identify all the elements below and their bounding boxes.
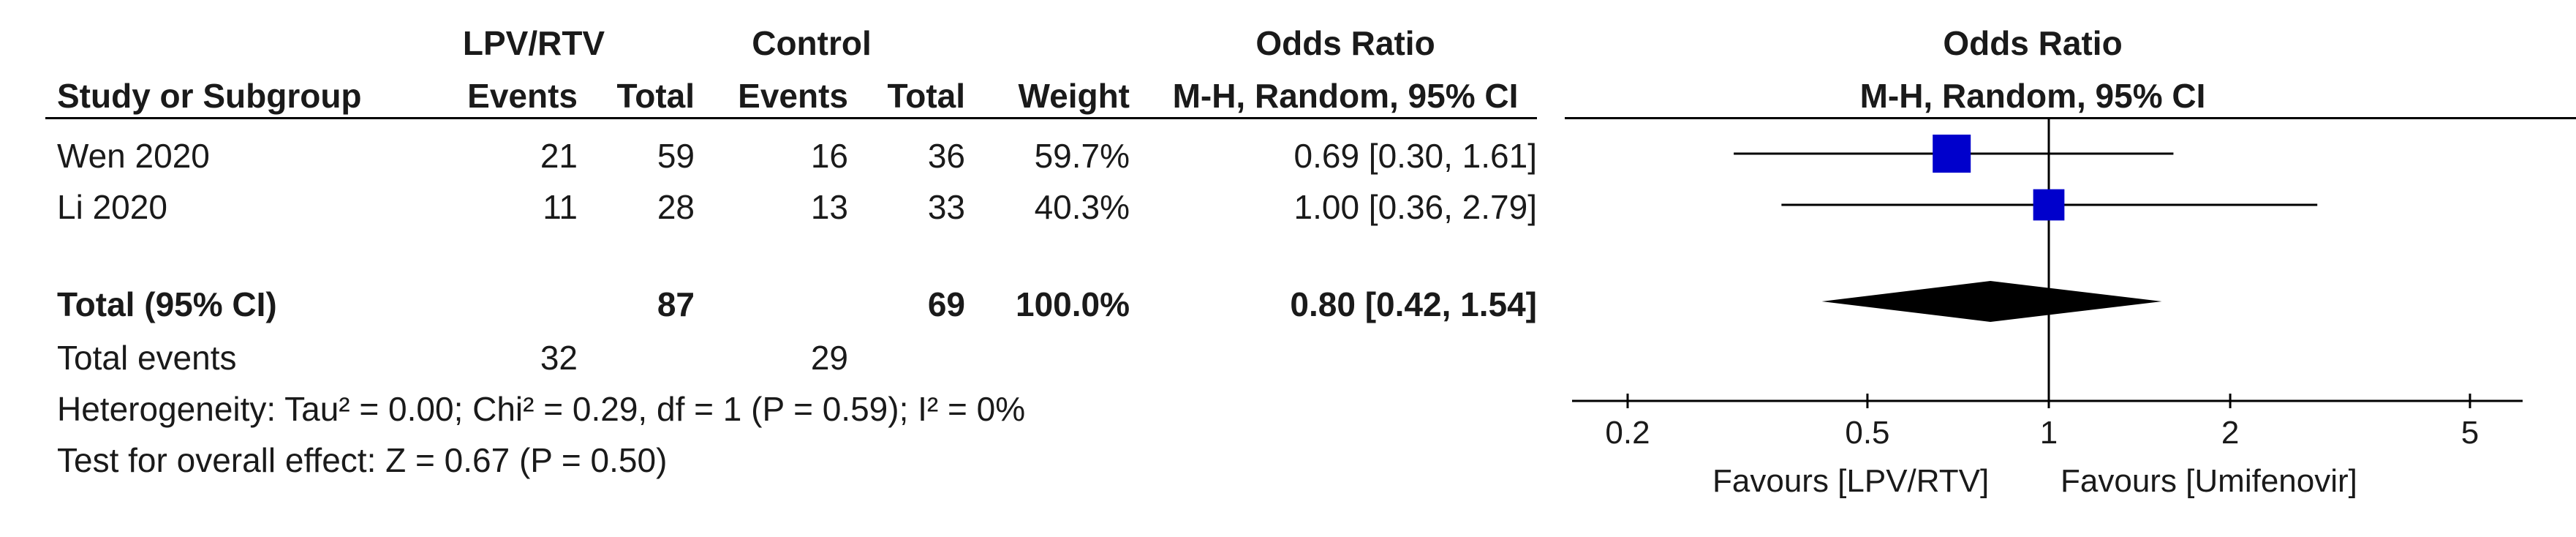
ctrl-events-value: 16 (810, 137, 848, 175)
ctrl-total-header: Total (887, 77, 965, 115)
study-marker (2033, 189, 2065, 221)
group-header-exp: LPV/RTV (462, 24, 605, 62)
x-axis-tick-label: 5 (2461, 415, 2479, 451)
plot-header-sub: M-H, Random, 95% CI (1859, 77, 2206, 115)
exp-total-value: 59 (657, 137, 695, 175)
x-axis-tick-label: 2 (2221, 415, 2239, 451)
ctrl-events-header: Events (738, 77, 848, 115)
total-label: Total (95% CI) (57, 285, 277, 323)
favours-right-label: Favours [Umifenovir] (2061, 463, 2357, 499)
study-header: Study or Subgroup (57, 77, 362, 115)
header-rule-right (1565, 117, 2576, 119)
x-axis-tick-label: 0.2 (1605, 415, 1650, 451)
ctrl-total-value: 33 (927, 188, 965, 226)
overall-effect-text: Test for overall effect: Z = 0.67 (P = 0… (57, 441, 668, 479)
ci-value: 1.00 [0.36, 2.79] (1293, 188, 1538, 226)
total-ci: 0.80 [0.42, 1.54] (1290, 285, 1537, 323)
group-header-ctrl: Control (752, 24, 872, 62)
weight-value: 40.3% (1034, 188, 1130, 226)
ctrl-total-value: 36 (927, 137, 965, 175)
exp-total-header: Total (616, 77, 695, 115)
header-rule-left (45, 117, 1537, 119)
x-axis-tick-label: 1 (2040, 415, 2058, 451)
study-name: Li 2020 (57, 188, 167, 226)
or-header-sub: M-H, Random, 95% CI (1172, 77, 1519, 115)
study-marker (1933, 135, 1971, 173)
exp-total-value: 28 (657, 188, 695, 226)
total-exp-events: 32 (540, 339, 578, 377)
total-events-label: Total events (57, 339, 237, 377)
heterogeneity-text: Heterogeneity: Tau² = 0.00; Chi² = 0.29,… (57, 390, 1026, 428)
total-exp-total: 87 (657, 285, 695, 323)
ci-value: 0.69 [0.30, 1.61] (1293, 137, 1538, 175)
favours-left-label: Favours [LPV/RTV] (1712, 463, 1990, 499)
or-header-top: Odds Ratio (1255, 24, 1435, 62)
plot-header-top: Odds Ratio (1943, 24, 2123, 62)
study-name: Wen 2020 (57, 137, 210, 175)
exp-events-header: Events (467, 77, 578, 115)
ctrl-events-value: 13 (810, 188, 848, 226)
total-ctrl-events: 29 (810, 339, 848, 377)
exp-events-value: 21 (540, 137, 578, 175)
weight-header: Weight (1018, 77, 1130, 115)
x-axis-tick-label: 0.5 (1845, 415, 1889, 451)
total-weight: 100.0% (1015, 285, 1130, 323)
pooled-diamond (1821, 281, 2162, 322)
weight-value: 59.7% (1034, 137, 1130, 175)
total-ctrl-total: 69 (927, 285, 965, 323)
exp-events-value: 11 (543, 188, 578, 226)
